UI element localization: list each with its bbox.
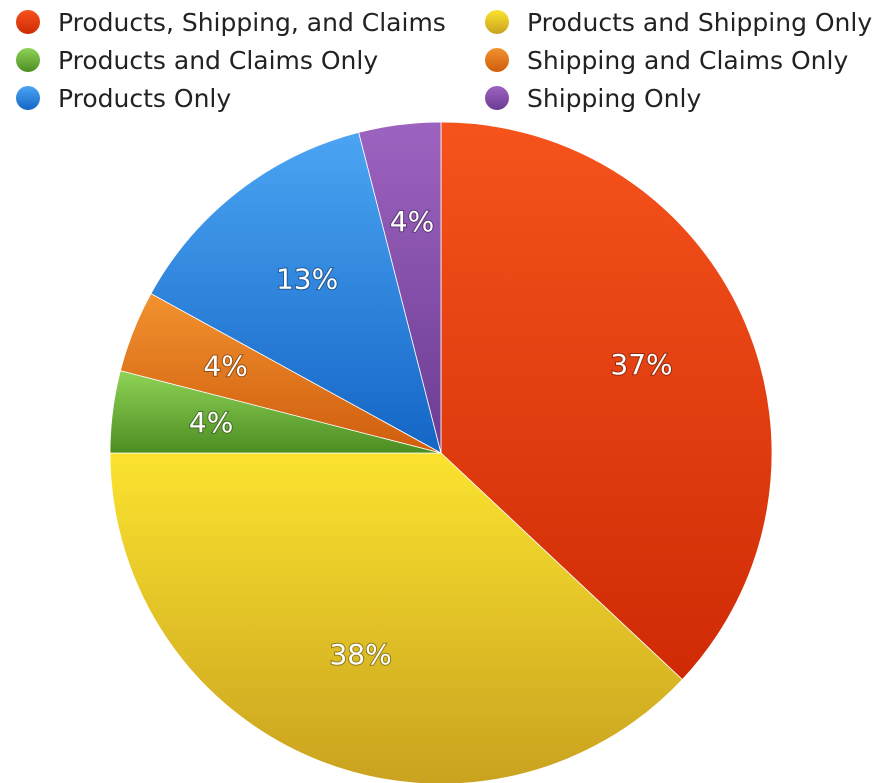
pie-slices <box>109 121 773 783</box>
legend-label: Products and Claims Only <box>58 46 378 75</box>
pie-slice-shipping-only <box>358 121 442 454</box>
pie-slice-products-and-shipping-only <box>109 452 683 783</box>
pie-slice-labels: 37% 38% 4% 4% 13% 4% <box>188 204 674 672</box>
legend-label: Products and Shipping Only <box>527 8 872 37</box>
slice-label-products-shipping-and-claims: 37% <box>610 348 672 381</box>
slice-label-products-and-claims-only: 4% <box>189 406 233 439</box>
legend-label: Shipping and Claims Only <box>527 46 848 75</box>
chart-legend: Products, Shipping, and Claims Products a… <box>16 8 872 113</box>
pie-slice-products-only <box>150 131 442 454</box>
slice-label-products-only: 13% <box>276 262 338 295</box>
slice-label-shipping-only: 4% <box>390 205 434 238</box>
legend-label: Products, Shipping, and Claims <box>58 8 446 37</box>
legend-swatch <box>16 48 40 72</box>
slice-label-products-and-shipping-only: 38% <box>329 638 391 671</box>
legend-item-products-and-claims-only: Products and Claims Only <box>16 46 378 75</box>
legend-swatch <box>485 10 509 34</box>
legend-label: Products Only <box>58 84 231 113</box>
slice-label-shipping-and-claims-only: 4% <box>203 350 247 383</box>
legend-label: Shipping Only <box>527 84 701 113</box>
legend-item-shipping-and-claims-only: Shipping and Claims Only <box>485 46 848 75</box>
legend-item-products-only: Products Only <box>16 84 231 113</box>
legend-swatch <box>16 10 40 34</box>
pie-slice-products-shipping-and-claims <box>440 121 773 681</box>
legend-item-products-and-shipping-only: Products and Shipping Only <box>485 8 872 37</box>
legend-item-products-shipping-and-claims: Products, Shipping, and Claims <box>16 8 446 37</box>
legend-swatch <box>485 48 509 72</box>
legend-swatch <box>16 86 40 110</box>
legend-swatch <box>485 86 509 110</box>
legend-item-shipping-only: Shipping Only <box>485 84 701 113</box>
